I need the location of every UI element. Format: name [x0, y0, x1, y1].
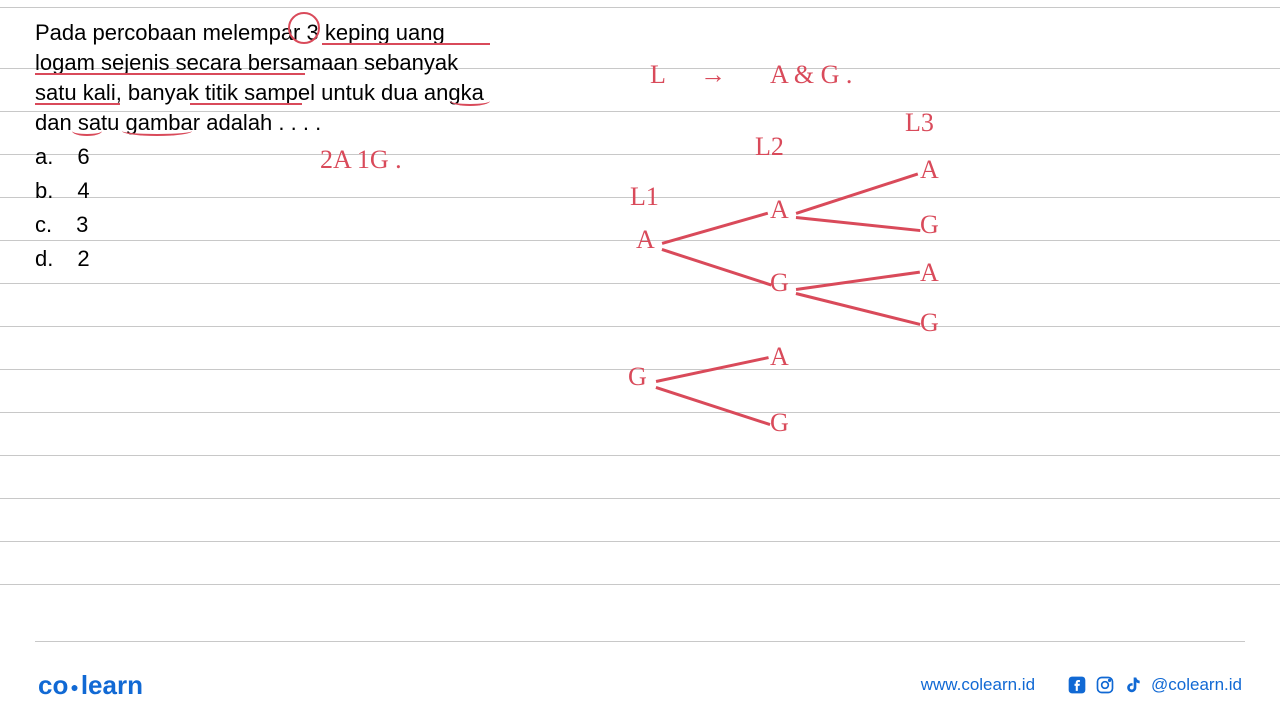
tiktok-icon: [1123, 675, 1143, 695]
hand-l1: L1: [630, 182, 659, 212]
tree-root-a: A: [636, 225, 655, 255]
tree-l2-ag: G: [770, 268, 789, 298]
question-line-4: dan satu gambar adalah . . . .: [35, 108, 495, 138]
tree-root-g: G: [628, 362, 647, 392]
facebook-icon: [1067, 675, 1087, 695]
underline-4: [190, 103, 302, 105]
instagram-icon: [1095, 675, 1115, 695]
option-d-label: d.: [35, 242, 53, 276]
circle-annotation: [288, 12, 320, 44]
option-d: d. 2: [35, 242, 90, 276]
hand-l2: L2: [755, 132, 784, 162]
tree-l3-aaa: A: [920, 155, 939, 185]
option-b-value: 4: [77, 174, 89, 208]
tree-l2-ga: A: [770, 342, 789, 372]
underline-3: [35, 103, 120, 105]
option-a-value: 6: [77, 140, 89, 174]
website-url: www.colearn.id: [921, 675, 1035, 695]
tree-l2-aa: A: [770, 195, 789, 225]
hand-header-ag: A & G .: [770, 60, 852, 90]
footer: co●learn www.colearn.id @colearn.id: [0, 650, 1280, 720]
option-b: b. 4: [35, 174, 90, 208]
hand-note-2a1g: 2A 1G .: [320, 145, 402, 175]
hand-l3: L3: [905, 108, 934, 138]
footer-right: www.colearn.id @colearn.id: [921, 675, 1242, 695]
option-c-label: c.: [35, 208, 52, 242]
hand-header-l: L: [650, 60, 666, 90]
question-block: Pada percobaan melempar 3 keping uang lo…: [35, 18, 495, 138]
curve-1: [72, 126, 102, 136]
option-d-value: 2: [77, 242, 89, 276]
footer-divider: [35, 641, 1245, 642]
option-c-value: 3: [76, 208, 88, 242]
logo-part1: co: [38, 670, 68, 700]
hand-header-arrow: →: [700, 60, 726, 90]
options-block: a. 6 b. 4 c. 3 d. 2: [35, 140, 90, 276]
brand-logo: co●learn: [38, 670, 143, 701]
social-handle: @colearn.id: [1151, 675, 1242, 695]
underline-2: [35, 73, 305, 75]
option-b-label: b.: [35, 174, 53, 208]
logo-dot: ●: [70, 679, 78, 695]
logo-part2: learn: [81, 670, 143, 700]
option-a: a. 6: [35, 140, 90, 174]
curve-3: [450, 96, 490, 106]
underline-1: [322, 43, 490, 45]
tree-l2-gg: G: [770, 408, 789, 438]
tree-l3-agg: G: [920, 308, 939, 338]
option-c: c. 3: [35, 208, 90, 242]
tree-l3-aga: A: [920, 258, 939, 288]
social-block: @colearn.id: [1067, 675, 1242, 695]
option-a-label: a.: [35, 140, 53, 174]
tree-l3-aag: G: [920, 210, 939, 240]
curve-2: [122, 126, 192, 136]
